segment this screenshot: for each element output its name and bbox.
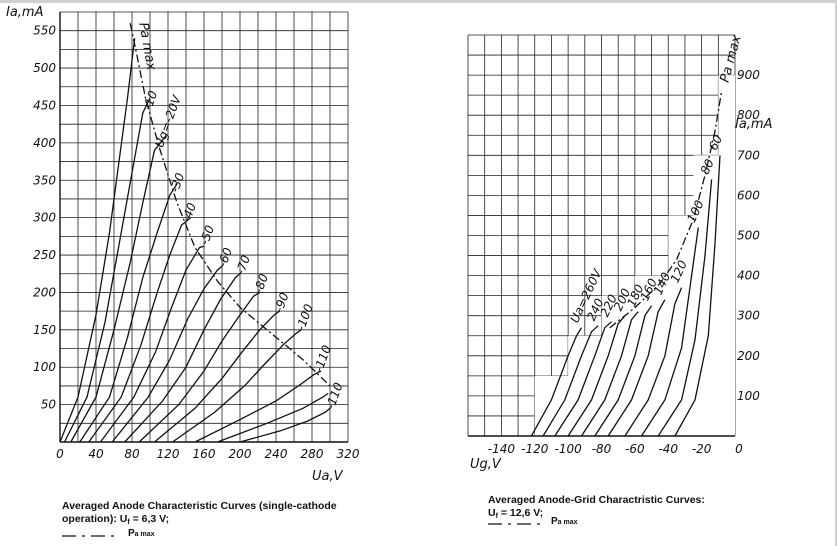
chart2-series-line (554, 321, 612, 437)
chart1-x-tick: 200 (229, 447, 252, 461)
chart1-y-tick: 100 (33, 360, 56, 374)
chart1-x-tick: 320 (337, 447, 360, 461)
chart2-y-tick: 600 (737, 188, 760, 202)
chart1-y-label: Ia,mA (6, 5, 44, 20)
chart1-series-line (59, 38, 136, 443)
chart1-series-line (88, 217, 191, 443)
chart2-caption-text: Averaged Anode-Grid Charactristic Curves… (488, 494, 705, 506)
chart1-series-line (217, 392, 329, 443)
right-border (835, 0, 837, 546)
chart1-series-label: -10 (140, 88, 160, 112)
chart1-y-tick: 500 (33, 61, 56, 75)
chart1-series-label: -50 (197, 223, 217, 247)
chart1-series-label: -100 (293, 302, 316, 333)
chart2-series-line (607, 299, 666, 437)
chart2-x-tick: -100 (555, 442, 583, 456)
chart1-series-line (63, 97, 151, 443)
chart2-caption-prefix: U (488, 507, 496, 519)
chart2-x-tick: 0 (735, 442, 743, 456)
chart1-x-tick: 280 (301, 447, 324, 461)
chart2-y-tick: 900 (737, 68, 760, 82)
chart2-series-line (542, 325, 599, 437)
chart1-series-label: -30 (167, 171, 187, 195)
chart1-y-tick: 200 (33, 285, 56, 299)
chart1-pamax-line (129, 23, 331, 387)
chart1-y-tick: 450 (33, 98, 56, 112)
chart1-y-tick: 350 (33, 173, 56, 187)
chart1-series-label: -70 (233, 253, 253, 277)
chart1-series-label: -110 (311, 343, 334, 374)
chart1-legend-sub: a max (134, 531, 155, 538)
chart1-x-tick: 40 (88, 447, 104, 461)
chart1-x-tick: 80 (124, 447, 140, 461)
chart2-x-tick: -80 (592, 442, 612, 456)
chart2-series-line (567, 315, 626, 437)
chart2-y-tick: 700 (737, 148, 760, 162)
chart1-series-line (194, 370, 322, 443)
chart1-series-line (99, 245, 205, 443)
chart2-legend-label: P (551, 516, 558, 527)
chart2-caption-value: = 12,6 V; (497, 507, 544, 519)
chart1-caption-text: Averaged Anode Characteristic Curves (si… (62, 500, 337, 525)
chart1-series-label: -40 (179, 201, 199, 225)
chart1-y-tick: 250 (33, 248, 56, 262)
chart1-x-tick: 0 (56, 447, 64, 461)
chart2-x-tick: -140 (488, 442, 516, 456)
chart2-series-line (674, 155, 721, 437)
chart1-series-line (138, 291, 261, 443)
chart2-x-tick: -20 (692, 442, 712, 456)
chart1-series-label: -60 (215, 245, 235, 269)
chart2-x-tick: -60 (625, 442, 645, 456)
chart2-caption: Averaged Anode-Grid Charactristic Curves… (488, 494, 788, 523)
chart2-series-line (624, 287, 683, 437)
chart1-series-label: -110 (323, 380, 346, 411)
chart2-x-tick: -120 (521, 442, 549, 456)
chart2-y-tick: 800 (737, 108, 760, 122)
chart2-x-label: Ug,V (470, 457, 502, 472)
chart1-legend-label: P (128, 528, 135, 539)
chart1-series-label: -90 (272, 290, 292, 314)
chart2-y-tick: 500 (737, 229, 760, 243)
chart2-y-label: Ia,mA (735, 117, 773, 132)
chart1-y-tick: 50 (41, 398, 57, 412)
chart1-x-tick: 240 (265, 447, 288, 461)
chart1-caption-value: = 6,3 V; (129, 513, 170, 525)
chart2-y-tick: 400 (737, 269, 760, 283)
chart1-series-line (154, 310, 280, 443)
top-border (0, 0, 837, 3)
chart2-series-line (640, 227, 699, 437)
chart2-series-line (657, 179, 713, 437)
chart1-x-tick: 120 (157, 447, 180, 461)
chart1-y-tick: 550 (33, 24, 56, 38)
chart1-pamax-label: Pa max (135, 21, 158, 71)
chart1-series-line (79, 183, 178, 443)
chart1-legend: Pa max (128, 528, 155, 539)
chart2-pamax-line (609, 90, 723, 329)
chart1-series-line (172, 329, 302, 443)
chart1-series-label: -80 (251, 272, 271, 296)
chart2-series-line (530, 327, 583, 437)
chart1-caption: Averaged Anode Characteristic Curves (si… (62, 500, 362, 529)
chart2-y-tick: 100 (737, 389, 760, 403)
chart1-series-line (70, 134, 167, 443)
chart2-grid-cutout (534, 75, 735, 436)
chart1-x-tick: 160 (193, 447, 216, 461)
chart2-legend-sub: a max (557, 519, 578, 526)
chart1-x-label: Ua,V (312, 469, 344, 484)
chart1-caption-sub: f (127, 519, 130, 526)
chart2-y-tick: 300 (737, 309, 760, 323)
chart1-y-tick: 400 (33, 136, 56, 150)
chart2-legend: Pa max (551, 516, 578, 527)
chart1-y-tick: 300 (33, 211, 56, 225)
chart1-series-line (111, 265, 223, 443)
chart2-caption-sub: f (495, 513, 498, 520)
chart2-y-tick: 200 (737, 349, 760, 363)
chart1-series-line (239, 407, 331, 443)
chart1-y-tick: 150 (33, 323, 56, 337)
chart2-x-tick: -40 (658, 442, 678, 456)
chart1-series-line (124, 273, 241, 443)
chart2-series-line (594, 305, 653, 437)
chart2-series-line (580, 311, 639, 437)
